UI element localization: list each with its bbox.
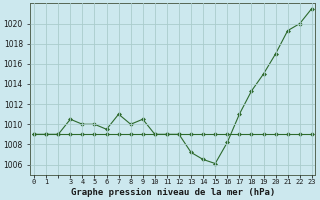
X-axis label: Graphe pression niveau de la mer (hPa): Graphe pression niveau de la mer (hPa)	[71, 188, 275, 197]
